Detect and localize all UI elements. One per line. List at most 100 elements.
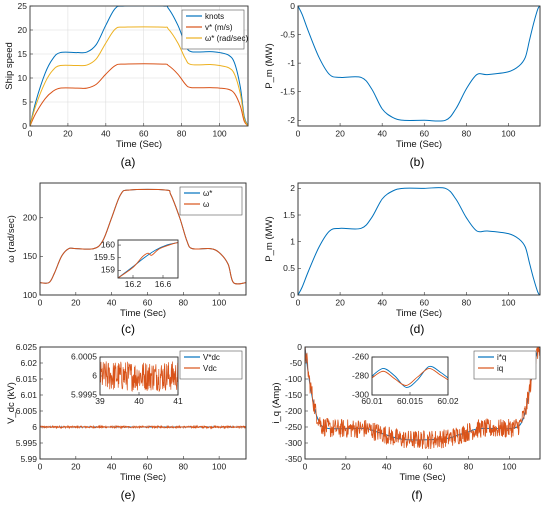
chart-f: 0 20 40 60 80 100 -350 -300 -250 -200 -150 -100 -50 0…: [271, 342, 541, 502]
plot-border: [304, 346, 541, 460]
y-tick-label: 0.5: [283, 263, 295, 273]
y-axis-label: Ship speed: [4, 42, 15, 90]
y-axis-label: V_dc (kV): [6, 382, 17, 424]
x-tick-label: 60: [423, 462, 433, 472]
y-tick-label: -280: [352, 370, 369, 380]
x-tick-label: 20: [63, 129, 73, 139]
chart-b: 0 20 40 60 80 100 -2 -1.5 -1 -0.5 0 Time (Sec) P_m (…: [264, 1, 541, 169]
y-tick-label: 200: [23, 213, 37, 223]
y-tick-label: -300: [352, 389, 369, 399]
y-axis-label: P_m (MW): [264, 43, 275, 88]
x-axis-label: Time (Sec): [396, 139, 442, 150]
y-tick-label: 6.02: [20, 358, 37, 368]
x-tick-label: 80: [462, 298, 472, 308]
x-tick-label: 40: [101, 129, 111, 139]
y-tick-label: 10: [18, 73, 28, 83]
legend-label: V*dc: [203, 353, 220, 362]
series-line-0: [298, 6, 540, 122]
series-line-1: [305, 347, 540, 450]
y-tick-label: 5: [22, 97, 27, 107]
x-tick-label: 40: [134, 396, 144, 406]
y-tick-label: 159: [101, 265, 115, 275]
inset-frame-f: [371, 356, 449, 396]
x-tick-label: 0: [296, 129, 301, 139]
x-tick-label: 41: [173, 396, 183, 406]
x-tick-label: 40: [107, 462, 117, 472]
series-line-1: [118, 242, 178, 278]
y-tick-label: 0: [297, 342, 302, 352]
chart-d: 0 20 40 60 80 100 0 0.5 1 1.5 2 Time (Sec) P_m (MW) (…: [264, 182, 541, 336]
y-tick-label: -260: [352, 351, 369, 361]
plot-border: [297, 5, 541, 127]
x-tick-label: 100: [212, 462, 226, 472]
x-tick-label: 0: [28, 129, 33, 139]
y-tick-label: -50: [290, 358, 303, 368]
y-tick-label: -150: [285, 390, 302, 400]
series-line-1: [372, 367, 448, 386]
x-tick-label: 60.01: [361, 396, 383, 406]
x-tick-label: 60: [420, 298, 430, 308]
y-tick-label: 15: [18, 49, 28, 59]
y-tick-label: 6.025: [16, 342, 38, 352]
y-tick-label: 20: [18, 25, 28, 35]
x-tick-label: 16.6: [155, 279, 172, 289]
legend-label: ω*: [203, 189, 212, 198]
x-tick-label: 100: [502, 462, 516, 472]
caption-d: (d): [410, 322, 425, 336]
series-line-1: [40, 424, 246, 430]
y-tick-label: 5.99: [20, 454, 37, 464]
legend-label: ω: [203, 200, 209, 209]
y-axis-label: P_m (MW): [264, 216, 275, 261]
y-tick-label: -1: [287, 58, 295, 68]
x-tick-label: 0: [303, 462, 308, 472]
y-tick-label: 6: [92, 370, 97, 380]
y-tick-label: 100: [23, 290, 37, 300]
y-tick-label: -100: [285, 374, 302, 384]
x-tick-label: 20: [341, 462, 351, 472]
series-line-0: [298, 187, 540, 295]
x-tick-label: 60.015: [397, 396, 423, 406]
y-tick-label: 1: [290, 237, 295, 247]
plot-border: [29, 5, 249, 127]
x-tick-label: 0: [38, 298, 43, 308]
inset-c: 16.2 16.6 159 159.5 160: [94, 239, 179, 289]
x-tick-label: 60.02: [437, 396, 459, 406]
series-line-2: [30, 26, 248, 126]
x-tick-label: 60: [143, 462, 153, 472]
y-tick-label: 6.015: [16, 374, 38, 384]
y-tick-label: -0.5: [280, 29, 295, 39]
series-group: [305, 347, 540, 450]
series-group: [298, 187, 540, 295]
plot-border: [39, 346, 247, 460]
y-tick-label: -300: [285, 438, 302, 448]
y-tick-label: 150: [23, 251, 37, 261]
legend-label: ω* (rad/sec): [205, 34, 248, 43]
x-tick-label: 40: [107, 298, 117, 308]
x-tick-label: 100: [212, 129, 226, 139]
y-tick-label: 6: [32, 422, 37, 432]
plot-frame-b: [297, 5, 541, 127]
chart-a: 0 20 40 60 80 100 0 5 10 15 20 25 Time (Sec) Ship spe…: [4, 1, 248, 169]
x-axis-label: Time (Sec): [396, 308, 442, 319]
x-tick-label: 20: [335, 298, 345, 308]
caption-f: (f): [411, 488, 422, 502]
legend-label: v* (m/s): [205, 23, 233, 32]
caption-a: (a): [121, 155, 136, 169]
x-tick-label: 80: [462, 129, 472, 139]
y-tick-label: 6.0005: [71, 351, 97, 361]
y-tick-label: 160: [101, 239, 115, 249]
legend-box: [179, 186, 243, 216]
x-tick-label: 60: [143, 298, 153, 308]
x-tick-label: 0: [38, 462, 43, 472]
chart-c: 0 20 40 60 80 100 100 150 200 Time (Sec) ω (rad/se…: [6, 182, 247, 336]
plot-border: [297, 182, 541, 296]
y-tick-label: -350: [285, 454, 302, 464]
legend-box: [473, 350, 537, 380]
series-group: [40, 188, 246, 285]
x-tick-label: 100: [501, 298, 515, 308]
x-tick-label: 100: [212, 298, 226, 308]
x-axis-label: Time (Sec): [399, 472, 445, 483]
x-tick-label: 39: [95, 396, 105, 406]
x-tick-label: 60: [420, 129, 430, 139]
x-axis-label: Time (Sec): [120, 472, 166, 483]
